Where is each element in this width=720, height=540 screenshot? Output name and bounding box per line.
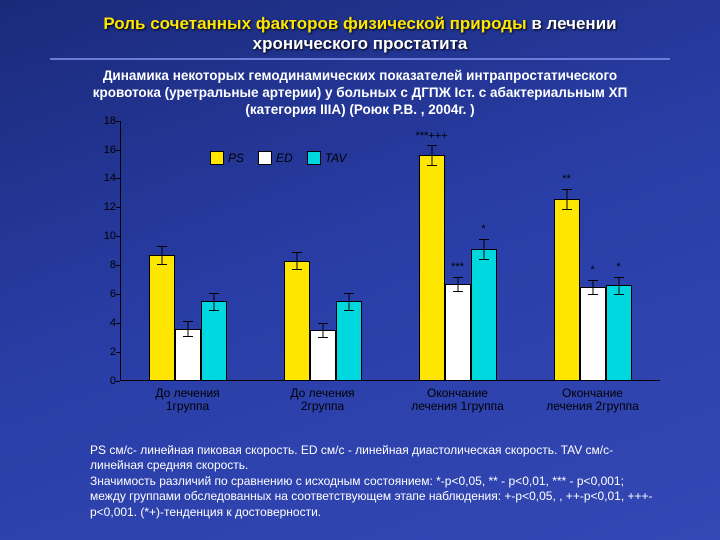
error-bar bbox=[348, 293, 349, 310]
slide-root: Роль сочетанных факторов физической прир… bbox=[0, 0, 720, 540]
y-tick-label: 4 bbox=[92, 317, 116, 329]
error-bar bbox=[322, 323, 323, 337]
y-tick-label: 6 bbox=[92, 288, 116, 300]
y-tick-label: 14 bbox=[92, 172, 116, 184]
bar-ed bbox=[580, 287, 606, 381]
error-cap bbox=[292, 269, 302, 270]
error-cap bbox=[562, 189, 572, 190]
error-cap bbox=[209, 293, 219, 294]
bar-ps bbox=[419, 155, 445, 380]
y-tick-mark bbox=[116, 381, 120, 382]
y-tick-mark bbox=[116, 121, 120, 122]
y-tick-mark bbox=[116, 150, 120, 151]
y-tick-label: 8 bbox=[92, 259, 116, 271]
error-bar bbox=[213, 293, 214, 310]
y-tick-mark bbox=[116, 352, 120, 353]
error-cap bbox=[614, 277, 624, 278]
error-cap bbox=[453, 277, 463, 278]
y-tick-label: 12 bbox=[92, 201, 116, 213]
plot-area: PS ED TAV До лечения1группаДо лечения2гр… bbox=[120, 121, 660, 381]
x-label: Окончаниелечения 2группа bbox=[525, 387, 660, 413]
error-cap bbox=[588, 280, 598, 281]
title-box: Роль сочетанных факторов физической прир… bbox=[50, 14, 670, 60]
error-cap bbox=[427, 145, 437, 146]
y-tick-mark bbox=[116, 207, 120, 208]
title-highlight: Роль сочетанных факторов физической прир… bbox=[103, 14, 531, 33]
y-tick-mark bbox=[116, 294, 120, 295]
title-rest2: хронического простатита bbox=[253, 34, 468, 53]
bar-groups: До лечения1группаДо лечения2группа ***+++… bbox=[120, 121, 660, 381]
error-cap bbox=[562, 209, 572, 210]
y-tick-mark bbox=[116, 178, 120, 179]
footnote: PS см/с- линейная пиковая скорость. ED с… bbox=[90, 443, 660, 521]
error-cap bbox=[209, 310, 219, 311]
error-cap bbox=[183, 336, 193, 337]
error-bar bbox=[431, 145, 432, 165]
error-cap bbox=[292, 252, 302, 253]
error-cap bbox=[318, 323, 328, 324]
error-bar bbox=[618, 277, 619, 294]
bar-ps bbox=[149, 255, 175, 381]
significance-annotation: * bbox=[481, 223, 485, 235]
y-tick-label: 16 bbox=[92, 144, 116, 156]
bar-group: ***+++****Окончаниелечения 1группа bbox=[390, 121, 525, 381]
chart: PS ED TAV До лечения1группаДо лечения2гр… bbox=[80, 121, 660, 411]
error-cap bbox=[614, 294, 624, 295]
y-tick-mark bbox=[116, 323, 120, 324]
bar-tav bbox=[471, 249, 497, 380]
bar-ps bbox=[554, 199, 580, 381]
subtitle: Динамика некоторых гемодинамических пока… bbox=[70, 68, 650, 119]
error-cap bbox=[318, 337, 328, 338]
x-label: До лечения2группа bbox=[255, 387, 390, 413]
significance-annotation: * bbox=[616, 261, 620, 273]
bar-tav bbox=[201, 301, 227, 380]
page-title: Роль сочетанных факторов физической прир… bbox=[50, 14, 670, 54]
bar-ed bbox=[445, 284, 471, 381]
y-tick-label: 2 bbox=[92, 346, 116, 358]
bar-group: ****Окончаниелечения 2группа bbox=[525, 121, 660, 381]
significance-annotation: ***+++ bbox=[415, 130, 447, 142]
error-cap bbox=[479, 259, 489, 260]
y-tick-mark bbox=[116, 265, 120, 266]
error-cap bbox=[157, 246, 167, 247]
error-bar bbox=[457, 277, 458, 291]
error-bar bbox=[187, 321, 188, 335]
error-cap bbox=[183, 321, 193, 322]
error-cap bbox=[427, 165, 437, 166]
error-cap bbox=[344, 293, 354, 294]
significance-annotation: ** bbox=[562, 173, 571, 185]
error-cap bbox=[479, 239, 489, 240]
y-tick-label: 18 bbox=[92, 115, 116, 127]
bar-tav bbox=[336, 301, 362, 380]
y-tick-label: 0 bbox=[92, 375, 116, 387]
significance-annotation: * bbox=[590, 264, 594, 276]
title-rest1: в лечении bbox=[531, 14, 616, 33]
y-tick-label: 10 bbox=[92, 230, 116, 242]
error-cap bbox=[157, 264, 167, 265]
x-label: До лечения1группа bbox=[120, 387, 255, 413]
error-cap bbox=[344, 310, 354, 311]
error-bar bbox=[592, 280, 593, 294]
error-bar bbox=[566, 189, 567, 209]
error-cap bbox=[588, 294, 598, 295]
error-bar bbox=[296, 252, 297, 269]
error-cap bbox=[453, 291, 463, 292]
y-tick-mark bbox=[116, 236, 120, 237]
x-label: Окончаниелечения 1группа bbox=[390, 387, 525, 413]
significance-annotation: *** bbox=[451, 261, 464, 273]
error-bar bbox=[161, 246, 162, 263]
error-bar bbox=[483, 239, 484, 259]
bar-tav bbox=[606, 285, 632, 380]
bar-group: До лечения1группа bbox=[120, 121, 255, 381]
bar-group: До лечения2группа bbox=[255, 121, 390, 381]
bar-ps bbox=[284, 261, 310, 381]
